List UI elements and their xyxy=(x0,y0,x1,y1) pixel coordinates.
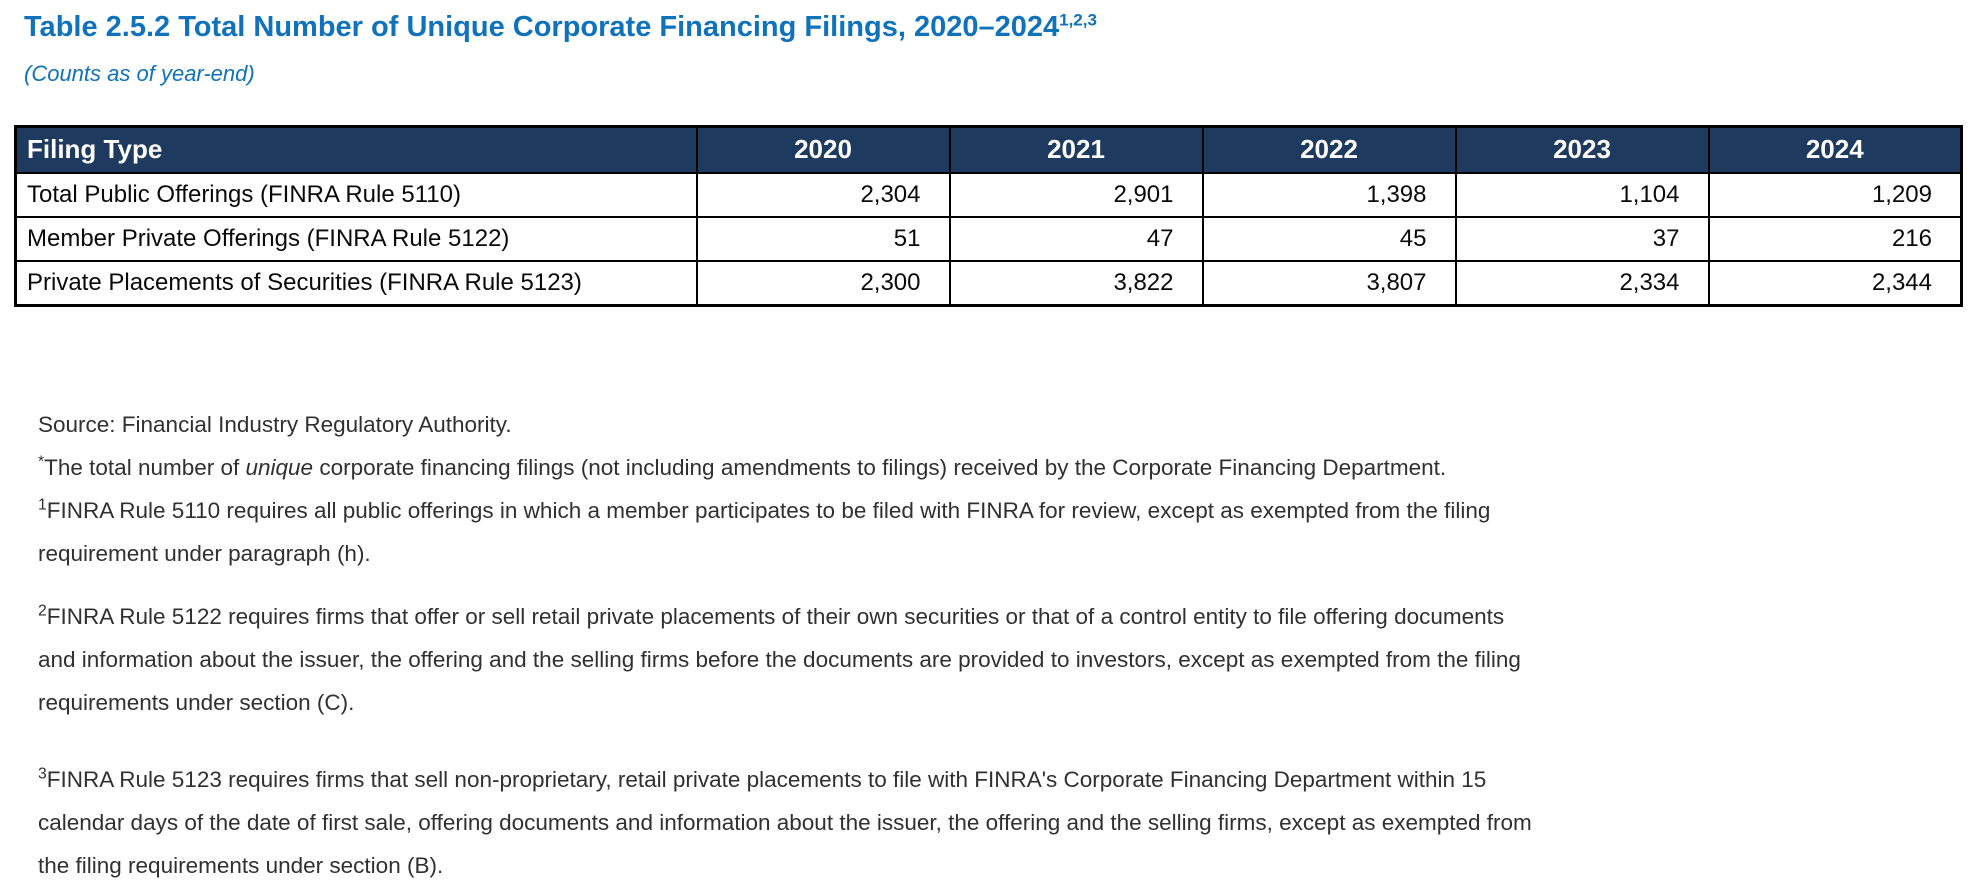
table-title-text: Table 2.5.2 Total Number of Unique Corpo… xyxy=(24,11,1060,43)
value-member-2021: 47 xyxy=(948,215,1204,262)
value-public-2024: 1,209 xyxy=(1707,171,1963,218)
value-member-2024: 216 xyxy=(1707,215,1963,262)
value-placements-2021: 3,822 xyxy=(948,259,1204,307)
header-year-2021: 2021 xyxy=(948,125,1204,174)
footnote-star-marker: * xyxy=(38,453,45,471)
footnote-star-text-2: corporate financing filings (not includi… xyxy=(313,454,1447,480)
table-row-private-placements: Private Placements of Securities (FINRA … xyxy=(14,259,1963,307)
footnote-star-italic-word: unique xyxy=(245,454,314,480)
value-placements-2023: 2,334 xyxy=(1454,259,1710,307)
row-label-member-private: Member Private Offerings (FINRA Rule 512… xyxy=(14,215,698,262)
header-year-2023: 2023 xyxy=(1454,125,1710,174)
header-year-2024: 2024 xyxy=(1707,125,1963,174)
filings-table-body: Total Public Offerings (FINRA Rule 5110)… xyxy=(14,171,1963,307)
value-member-2023: 37 xyxy=(1454,215,1710,262)
header-year-2022: 2022 xyxy=(1201,125,1457,174)
footnote-3-text: FINRA Rule 5123 requires firms that sell… xyxy=(38,766,1532,878)
value-placements-2020: 2,300 xyxy=(695,259,951,307)
filings-table-header: Filing Type 2020 2021 2022 2023 2024 xyxy=(14,125,1963,174)
footnote-1: 1FINRA Rule 5110 requires all public off… xyxy=(38,489,1543,575)
footnote-1-text: FINRA Rule 5110 requires all public offe… xyxy=(38,497,1491,566)
table-title-footnote-markers: 1,2,3 xyxy=(1059,10,1097,30)
value-placements-2024: 2,344 xyxy=(1707,259,1963,307)
table-row-public-offerings: Total Public Offerings (FINRA Rule 5110)… xyxy=(14,171,1963,218)
footnote-2-text: FINRA Rule 5122 requires firms that offe… xyxy=(38,603,1521,715)
footnote-3-marker: 3 xyxy=(38,765,47,783)
table-row-member-private-offerings: Member Private Offerings (FINRA Rule 512… xyxy=(14,215,1963,262)
value-public-2020: 2,304 xyxy=(695,171,951,218)
table-subtitle: (Counts as of year-end) xyxy=(24,60,255,86)
source-line: Source: Financial Industry Regulatory Au… xyxy=(38,411,512,437)
footnote-2-marker: 2 xyxy=(38,602,47,620)
value-member-2022: 45 xyxy=(1201,215,1457,262)
footnotes-section: Source: Financial Industry Regulatory Au… xyxy=(38,403,1543,887)
value-public-2021: 2,901 xyxy=(948,171,1204,218)
footnote-2: 2FINRA Rule 5122 requires firms that off… xyxy=(38,595,1543,724)
footnote-star-text-1: The total number of xyxy=(44,454,246,480)
header-row: Filing Type 2020 2021 2022 2023 2024 xyxy=(14,125,1963,174)
footnote-3: 3FINRA Rule 5123 requires firms that sel… xyxy=(38,758,1543,887)
table-title: Table 2.5.2 Total Number of Unique Corpo… xyxy=(24,10,1973,45)
value-member-2020: 51 xyxy=(695,215,951,262)
row-label-private-placements: Private Placements of Securities (FINRA … xyxy=(14,259,698,307)
value-public-2023: 1,104 xyxy=(1454,171,1710,218)
filings-table: Filing Type 2020 2021 2022 2023 2024 Tot… xyxy=(14,124,1963,307)
header-year-2020: 2020 xyxy=(695,125,951,174)
value-placements-2022: 3,807 xyxy=(1201,259,1457,307)
row-label-public-offerings: Total Public Offerings (FINRA Rule 5110) xyxy=(14,171,698,218)
value-public-2022: 1,398 xyxy=(1201,171,1457,218)
footnote-1-marker: 1 xyxy=(38,496,47,514)
footnote-star: *The total number of unique corporate fi… xyxy=(38,446,1543,489)
header-filing-type: Filing Type xyxy=(14,125,698,174)
